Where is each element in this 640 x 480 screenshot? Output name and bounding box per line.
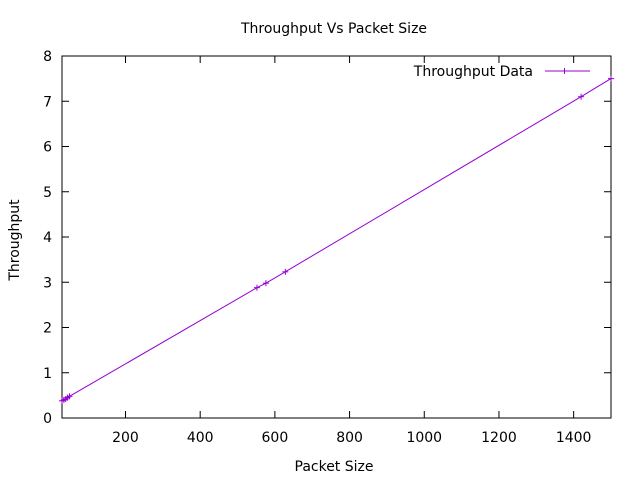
x-axis-label: Packet Size	[295, 459, 374, 475]
x-tick-label: 400	[187, 430, 214, 446]
legend: Throughput Data	[413, 64, 590, 80]
y-tick-label: 1	[43, 366, 52, 382]
y-axis-ticks: 0 1 2 3 4 5 6 7 8	[43, 49, 611, 427]
y-tick-label: 8	[43, 49, 52, 65]
y-tick-label: 2	[43, 321, 52, 337]
x-tick-label: 800	[336, 430, 363, 446]
data-point	[262, 280, 269, 287]
series-layer	[59, 75, 614, 404]
x-tick-label: 200	[112, 430, 139, 446]
y-tick-label: 3	[43, 275, 52, 291]
legend-label: Throughput Data	[413, 64, 533, 80]
y-tick-label: 6	[43, 140, 52, 156]
x-tick-label: 1000	[406, 430, 442, 446]
data-point	[282, 268, 289, 275]
data-point	[66, 393, 73, 400]
chart-title: Throughput Vs Packet Size	[240, 21, 427, 37]
x-tick-label: 600	[262, 430, 289, 446]
data-point	[578, 93, 585, 100]
x-tick-label: 1200	[481, 430, 517, 446]
data-point	[608, 75, 614, 82]
y-axis-label: Throughput	[7, 199, 23, 282]
x-tick-label: 1400	[556, 430, 592, 446]
series-line	[61, 78, 612, 402]
data-point	[253, 284, 260, 291]
y-tick-label: 0	[43, 411, 52, 427]
y-tick-label: 7	[43, 94, 52, 110]
y-tick-label: 5	[43, 185, 52, 201]
y-tick-label: 4	[43, 230, 52, 246]
plot-frame	[61, 55, 612, 419]
x-axis-ticks: 200 400 600 800 1000 1200 1400	[112, 56, 591, 446]
